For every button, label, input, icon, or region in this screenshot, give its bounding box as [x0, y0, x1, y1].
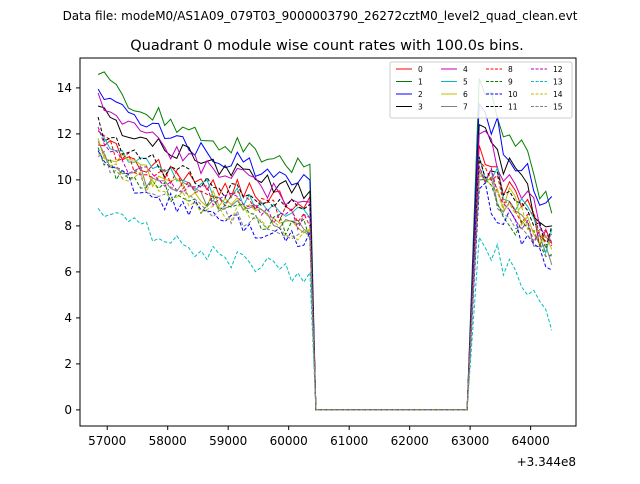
legend-label-4: 4 — [463, 65, 468, 74]
legend-label-15: 15 — [553, 103, 563, 112]
legend-box — [389, 61, 573, 119]
x-tick-label: 62000 — [391, 434, 429, 448]
series-line-8 — [97, 130, 553, 411]
x-tick-label: 63000 — [451, 434, 489, 448]
series-line-9 — [97, 147, 552, 411]
y-tick-label: 6 — [64, 265, 72, 279]
legend-label-5: 5 — [463, 78, 468, 87]
legend-label-8: 8 — [508, 65, 513, 74]
series-line-4 — [97, 92, 553, 411]
y-axis-ticks: 0 2 4 6 8 10 12 14 — [57, 81, 80, 417]
series-line-3 — [97, 105, 552, 411]
series-line-15 — [97, 150, 552, 411]
series-line-11 — [97, 116, 553, 411]
x-offset-label: +3.344e8 — [517, 455, 576, 469]
series-line-13 — [97, 208, 553, 411]
legend-label-11: 11 — [508, 103, 518, 112]
y-tick-label: 4 — [64, 311, 72, 325]
x-tick-label: 59000 — [209, 434, 247, 448]
series-line-7 — [97, 141, 553, 411]
series-line-6 — [97, 138, 553, 411]
legend-label-13: 13 — [553, 78, 563, 87]
series-line-1 — [97, 71, 553, 411]
series-line-0 — [98, 140, 553, 411]
x-tick-label: 64000 — [512, 434, 550, 448]
legend-label-14: 14 — [553, 90, 563, 99]
legend-label-6: 6 — [463, 90, 468, 99]
y-tick-label: 2 — [64, 357, 72, 371]
legend-label-12: 12 — [553, 65, 563, 74]
series-line-14 — [97, 153, 553, 411]
plot-frame — [79, 57, 577, 427]
series-layer — [97, 71, 553, 411]
y-tick-label: 14 — [57, 81, 72, 95]
legend-label-7: 7 — [463, 103, 468, 112]
x-tick-label: 58000 — [149, 434, 187, 448]
chart-title: Quadrant 0 module wise count rates with … — [130, 38, 524, 54]
y-tick-label: 8 — [64, 219, 72, 233]
y-tick-label: 0 — [64, 403, 72, 417]
legend-label-10: 10 — [508, 90, 518, 99]
legend-label-1: 1 — [418, 78, 423, 87]
legend-label-2: 2 — [418, 90, 423, 99]
series-line-10 — [97, 150, 553, 411]
x-tick-label: 57000 — [88, 434, 126, 448]
x-axis-ticks: 57000 58000 59000 60000 61000 62000 63000 64000 — [88, 426, 550, 448]
chart-suptitle: Data file: modeM0/AS1A09_079T03_90000037… — [63, 9, 578, 23]
x-tick-label: 61000 — [330, 434, 368, 448]
series-line-12 — [97, 126, 553, 411]
series-line-2 — [97, 88, 553, 411]
legend-label-9: 9 — [508, 78, 513, 87]
y-tick-label: 10 — [57, 173, 72, 187]
legend-label-0: 0 — [418, 65, 423, 74]
x-tick-label: 60000 — [270, 434, 308, 448]
y-tick-label: 12 — [57, 127, 72, 141]
legend-label-3: 3 — [418, 103, 423, 112]
